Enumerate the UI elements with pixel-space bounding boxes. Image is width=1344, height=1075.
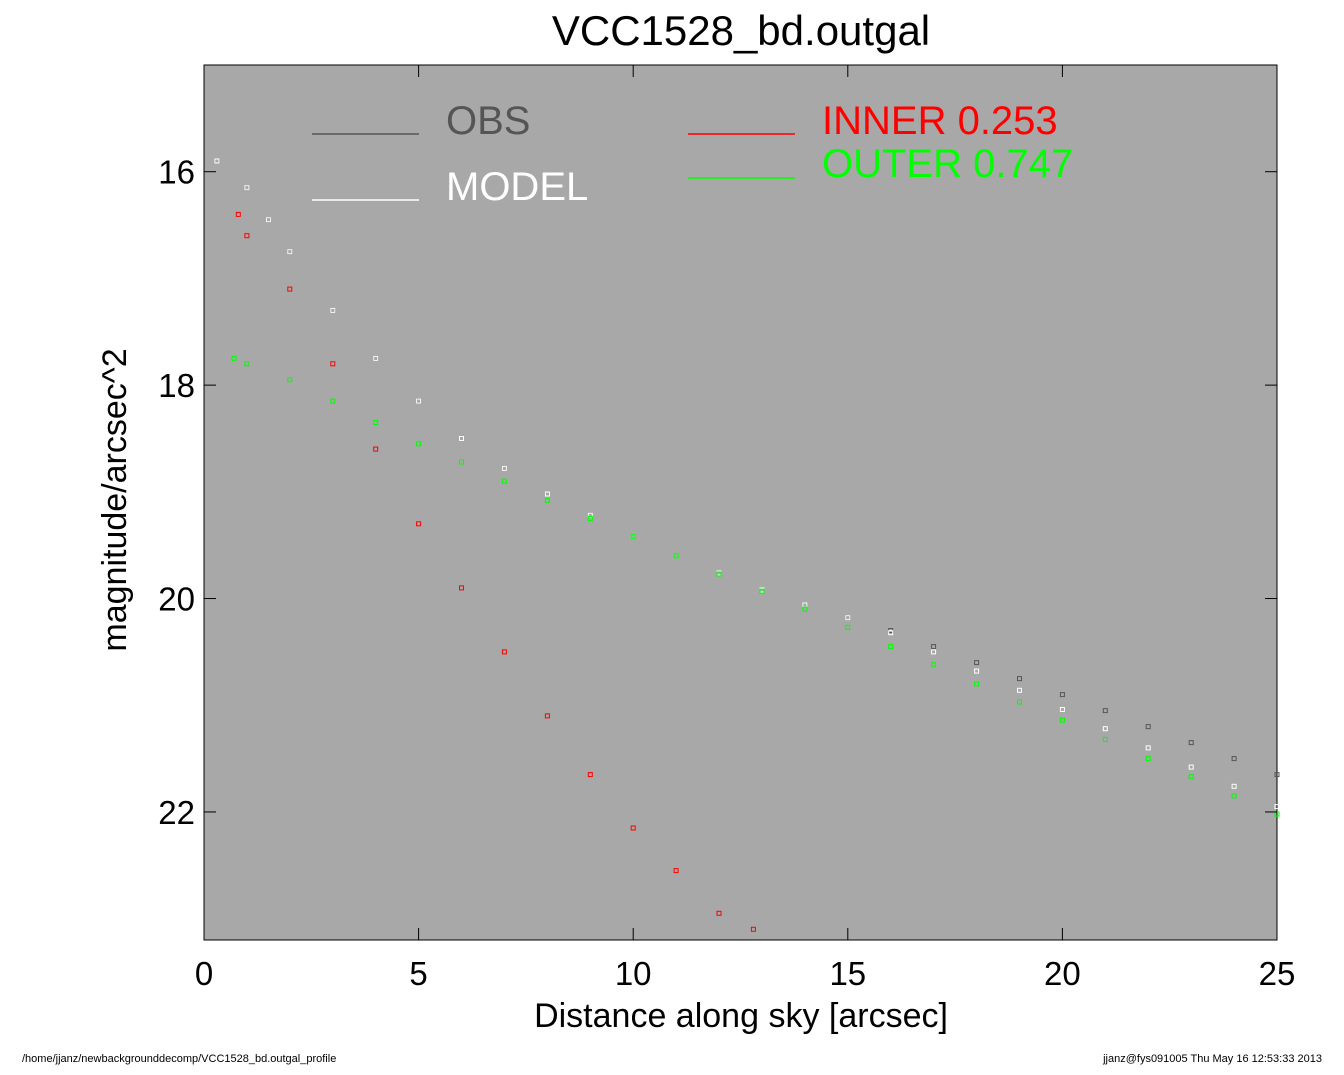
y-tick-label: 18: [158, 367, 195, 404]
point-model: [845, 615, 851, 621]
point-inner: [373, 446, 379, 452]
point-outer: [330, 398, 336, 404]
point-inner: [587, 772, 593, 778]
legend-label-inner: INNER 0.253: [822, 99, 1058, 143]
point-outer: [231, 355, 237, 361]
point-obs: [1145, 724, 1151, 730]
point-obs: [1102, 708, 1108, 714]
x-tick-label: 15: [829, 955, 866, 992]
point-model: [373, 355, 379, 361]
point-inner: [330, 361, 336, 367]
point-model: [1188, 764, 1194, 770]
point-outer: [1102, 736, 1108, 742]
y-tick-label: 20: [158, 581, 195, 618]
point-obs: [974, 660, 980, 666]
point-outer: [373, 420, 379, 425]
legend: OBS MODEL INNER 0.253 OUTER 0.747: [312, 99, 1073, 209]
point-outer: [716, 571, 722, 577]
point-model: [287, 249, 293, 255]
point-inner: [235, 211, 241, 217]
point-outer: [416, 441, 422, 447]
point-outer: [974, 681, 980, 687]
point-model: [888, 630, 894, 636]
point-model: [330, 307, 336, 313]
x-tick-label: 10: [615, 955, 652, 992]
point-outer: [501, 478, 507, 484]
point-outer: [1017, 699, 1022, 705]
footer-path: /home/jjanz/newbackgrounddecomp/VCC1528_…: [22, 1053, 336, 1065]
point-model: [1274, 804, 1280, 810]
point-model: [1017, 687, 1022, 693]
point-model: [501, 465, 507, 471]
series-outer: [231, 355, 1280, 817]
point-inner: [673, 868, 679, 874]
point-model: [416, 398, 422, 404]
x-tick-label: 0: [195, 955, 213, 992]
point-inner: [716, 910, 722, 916]
plot-area: [203, 64, 1278, 941]
point-inner: [244, 233, 250, 239]
legend-label-model: MODEL: [446, 165, 588, 209]
x-tick-label: 5: [409, 955, 427, 992]
point-outer: [802, 606, 808, 612]
point-model: [1231, 783, 1237, 789]
x-tick-label: 20: [1044, 955, 1081, 992]
point-outer: [1231, 793, 1237, 799]
point-model: [974, 668, 980, 674]
point-model: [1145, 745, 1151, 751]
point-outer: [459, 459, 464, 465]
chart-title: VCC1528_bd.outgal: [552, 7, 930, 54]
legend-label-outer: OUTER 0.747: [822, 142, 1073, 186]
series-model: [214, 158, 1280, 810]
point-outer: [287, 377, 293, 383]
point-outer: [759, 588, 765, 594]
chart-marks: [214, 158, 1280, 932]
point-model: [1102, 726, 1108, 732]
point-model: [544, 491, 550, 497]
point-outer: [544, 497, 550, 503]
point-model: [1059, 707, 1065, 712]
axis-ticks: 0 5 10 15 20 25 16 18 20 22: [158, 65, 1295, 992]
point-model: [244, 185, 250, 191]
point-obs: [931, 644, 937, 650]
point-inner: [544, 713, 550, 719]
point-outer: [845, 624, 851, 630]
point-model: [214, 158, 220, 164]
point-model: [265, 217, 271, 223]
point-outer: [931, 662, 937, 668]
point-inner: [459, 585, 464, 591]
legend-label-obs: OBS: [446, 99, 530, 143]
y-tick-label: 16: [158, 154, 195, 191]
point-inner: [630, 825, 636, 831]
point-outer: [244, 361, 250, 367]
point-inner: [750, 926, 756, 932]
point-obs: [1059, 692, 1065, 698]
point-model: [459, 436, 464, 441]
y-tick-label: 22: [158, 794, 195, 831]
point-inner: [416, 521, 422, 527]
y-axis-label: magnitude/arcsec^2: [96, 348, 134, 651]
point-outer: [1059, 717, 1065, 723]
x-tick-label: 25: [1259, 955, 1296, 992]
point-outer: [587, 516, 593, 521]
point-inner: [501, 649, 507, 655]
point-obs: [1274, 772, 1280, 778]
footer-timestamp: jjanz@fys091005 Thu May 16 12:53:33 2013: [1102, 1053, 1322, 1065]
x-axis-label: Distance along sky [arcsec]: [534, 997, 948, 1035]
point-obs: [1188, 740, 1194, 746]
point-outer: [1145, 756, 1151, 762]
point-model: [587, 512, 593, 518]
point-outer: [630, 534, 636, 540]
point-outer: [1188, 774, 1194, 780]
series-inner: [235, 211, 756, 932]
point-obs: [1231, 756, 1237, 762]
point-outer: [673, 553, 679, 559]
point-model: [931, 649, 937, 655]
point-outer: [888, 644, 894, 650]
point-obs: [1017, 676, 1022, 682]
point-inner: [287, 286, 293, 292]
